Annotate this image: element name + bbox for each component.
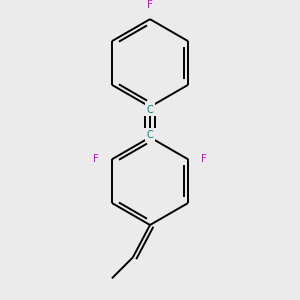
Text: C: C [147,104,153,115]
Text: F: F [201,154,207,164]
Text: F: F [147,0,153,10]
Text: F: F [93,154,99,164]
Text: C: C [147,130,153,140]
